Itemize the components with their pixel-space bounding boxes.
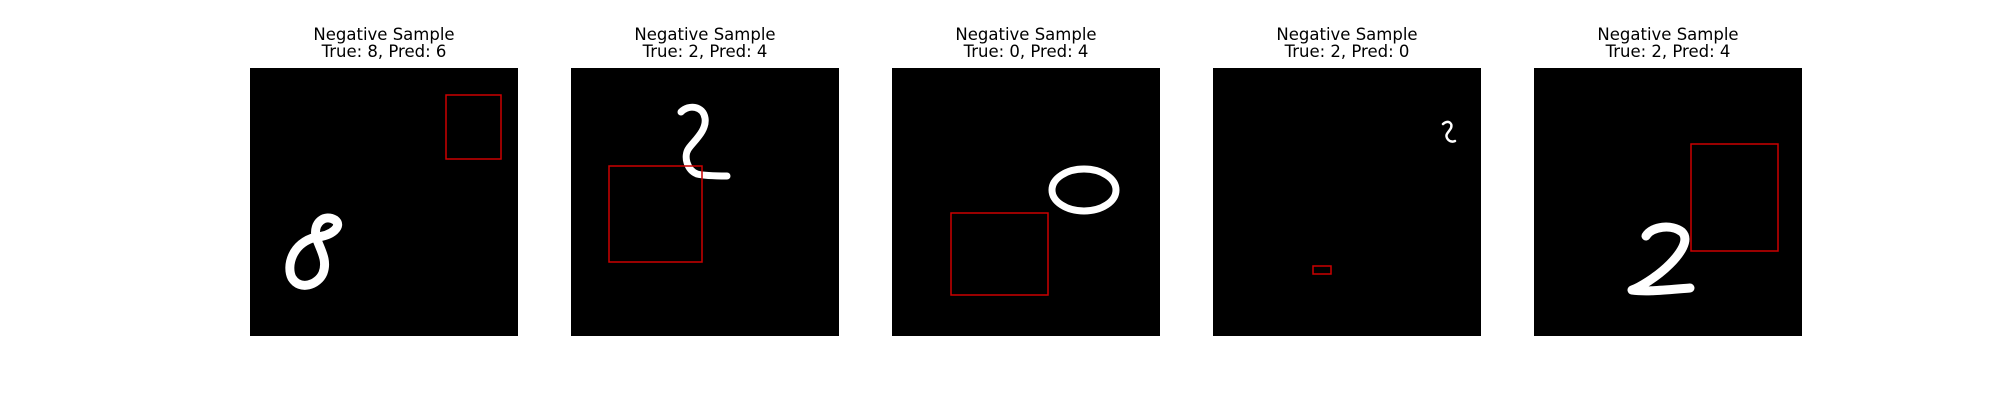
prediction-box [950, 212, 1049, 296]
digit-image [1213, 68, 1481, 336]
digit-image [571, 68, 839, 336]
sample-panel-5: Negative Sample True: 2, Pred: 4 [1534, 0, 1802, 400]
sample-heading: Negative Sample [634, 25, 776, 44]
prediction-box [608, 165, 703, 263]
sample-panel-1: Negative Sample True: 8, Pred: 6 [250, 0, 518, 400]
sample-caption: True: 0, Pred: 4 [963, 42, 1089, 61]
digit-2 [677, 103, 731, 180]
sample-caption: True: 8, Pred: 6 [321, 42, 447, 61]
sample-title: Negative Sample True: 2, Pred: 4 [531, 26, 879, 60]
sample-panel-4: Negative Sample True: 2, Pred: 0 [1213, 0, 1481, 400]
sample-heading: Negative Sample [1597, 25, 1739, 44]
sample-title: Negative Sample True: 8, Pred: 6 [210, 26, 558, 60]
prediction-box [445, 94, 502, 160]
prediction-box [1312, 265, 1332, 275]
digit-image [1534, 68, 1802, 336]
sample-heading: Negative Sample [1276, 25, 1418, 44]
sample-caption: True: 2, Pred: 0 [1284, 42, 1410, 61]
sample-title: Negative Sample True: 2, Pred: 0 [1173, 26, 1521, 60]
digit-0 [1048, 165, 1120, 215]
sample-title: Negative Sample True: 2, Pred: 4 [1494, 26, 1842, 60]
digit-image [892, 68, 1160, 336]
sample-panel-2: Negative Sample True: 2, Pred: 4 [571, 0, 839, 400]
sample-heading: Negative Sample [313, 25, 455, 44]
sample-heading: Negative Sample [955, 25, 1097, 44]
digit-2-small [1441, 120, 1457, 143]
prediction-box [1690, 143, 1779, 252]
digit-8 [285, 213, 343, 290]
digit-2 [1627, 222, 1695, 296]
digit-image [250, 68, 518, 336]
sample-title: Negative Sample True: 0, Pred: 4 [852, 26, 1200, 60]
sample-caption: True: 2, Pred: 4 [1605, 42, 1731, 61]
sample-caption: True: 2, Pred: 4 [642, 42, 768, 61]
sample-panel-3: Negative Sample True: 0, Pred: 4 [892, 0, 1160, 400]
